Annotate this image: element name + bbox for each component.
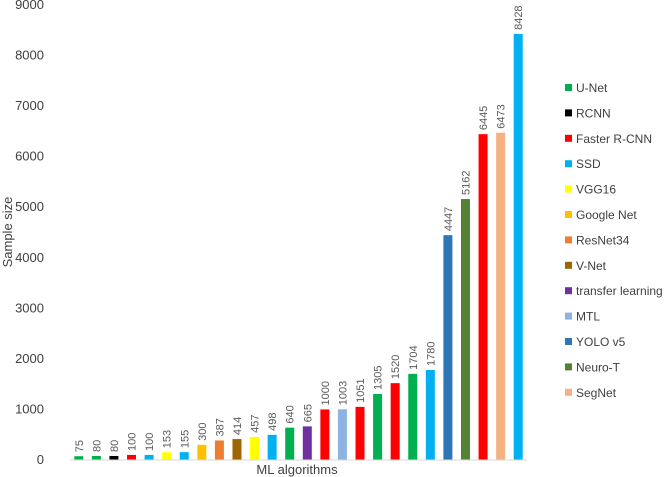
y-tick-label: 8000	[15, 48, 44, 63]
bar	[496, 132, 506, 460]
data-label: 6445	[478, 106, 490, 130]
bar	[302, 426, 312, 460]
legend-label: Neuro-T	[576, 360, 621, 374]
bar	[179, 452, 189, 460]
data-label: 6473	[496, 104, 508, 128]
bar	[478, 134, 488, 461]
y-tick-label: 3000	[15, 300, 44, 315]
data-label: 4447	[443, 207, 455, 231]
data-label: 665	[302, 404, 314, 422]
legend-label: MTL	[576, 310, 600, 324]
data-labels: 75 80 80 100 100 153 155 300 387 414 457 498 640 665 1…	[74, 5, 525, 452]
y-tick-label: 1000	[15, 401, 44, 416]
legend-swatch	[565, 109, 572, 117]
data-label: 100	[127, 433, 139, 451]
legend-label: Faster R-CNN	[576, 132, 652, 146]
legend-swatch	[565, 261, 572, 269]
data-label: 414	[232, 417, 244, 435]
bar	[285, 427, 295, 460]
bar	[337, 409, 347, 460]
legend-swatch	[565, 363, 572, 371]
data-label: 8428	[513, 5, 525, 29]
legend-label: V-Net	[576, 259, 607, 273]
bars	[74, 33, 523, 461]
data-label: 1305	[373, 366, 385, 390]
y-tick-label: 2000	[15, 351, 44, 366]
data-label: 80	[109, 440, 121, 452]
data-label: 153	[162, 430, 174, 448]
data-label: 1780	[425, 342, 437, 366]
bar	[373, 394, 383, 460]
bar	[91, 455, 101, 460]
bar	[460, 199, 470, 460]
y-tick-label: 0	[37, 452, 44, 467]
bar	[232, 439, 242, 460]
bar	[162, 452, 172, 460]
bar	[74, 456, 84, 460]
data-label: 387	[214, 418, 226, 436]
bar	[355, 406, 365, 460]
data-label: 1520	[390, 355, 402, 379]
bar	[197, 444, 207, 460]
data-label: 300	[197, 422, 209, 440]
bar	[267, 434, 277, 460]
data-label: 100	[144, 433, 156, 451]
data-label: 1051	[355, 378, 367, 402]
bar	[425, 370, 435, 460]
legend-label: YOLO v5	[576, 335, 626, 349]
legend-label: RCNN	[576, 106, 611, 120]
y-axis: 0 1000 2000 3000 4000 5000 6000 7000 8000 9000	[15, 0, 44, 467]
y-tick-label: 7000	[15, 98, 44, 113]
data-label: 80	[91, 440, 103, 452]
data-label: 498	[267, 412, 279, 430]
legend-label: Google Net	[576, 208, 637, 222]
legend-label: SSD	[576, 157, 601, 171]
data-label: 640	[285, 405, 297, 423]
legend-swatch	[565, 160, 572, 168]
legend-swatch	[565, 236, 572, 244]
legend-swatch	[565, 185, 572, 193]
legend-label: VGG16	[576, 183, 616, 197]
legend-swatch	[565, 312, 572, 320]
bar	[144, 454, 154, 460]
bar	[109, 455, 119, 460]
x-axis-title: ML algorithms	[256, 462, 338, 477]
bar	[320, 409, 330, 460]
data-label: 5162	[460, 171, 472, 195]
legend-label: U-Net	[576, 81, 608, 95]
data-label: 75	[74, 440, 86, 452]
data-label: 1003	[337, 381, 349, 405]
y-axis-title: Sample size	[0, 197, 15, 268]
legend-label: ResNet34	[576, 233, 630, 247]
legend-swatch	[565, 287, 572, 295]
bar	[390, 383, 400, 460]
data-label: 1704	[408, 345, 420, 369]
legend-swatch	[565, 84, 572, 91]
data-label: 155	[179, 430, 191, 448]
bar	[250, 436, 260, 460]
bar	[214, 440, 224, 460]
bar	[513, 33, 523, 461]
legend-label: SegNet	[576, 386, 617, 400]
y-tick-label: 6000	[15, 149, 44, 164]
bar	[127, 454, 137, 460]
y-tick-label: 5000	[15, 199, 44, 214]
legend-swatch	[565, 338, 572, 345]
data-label: 457	[250, 415, 262, 433]
data-label: 1000	[320, 381, 332, 405]
legend: U-Net RCNN Faster R-CNN SSD VGG16 Google Net R…	[565, 81, 663, 400]
bar	[443, 235, 453, 460]
legend-swatch	[565, 211, 572, 218]
legend-swatch	[565, 134, 572, 142]
y-tick-label: 9000	[15, 0, 44, 12]
legend-label: transfer learning	[576, 284, 663, 298]
bar	[408, 373, 418, 460]
legend-swatch	[565, 388, 572, 396]
y-tick-label: 4000	[15, 250, 44, 265]
